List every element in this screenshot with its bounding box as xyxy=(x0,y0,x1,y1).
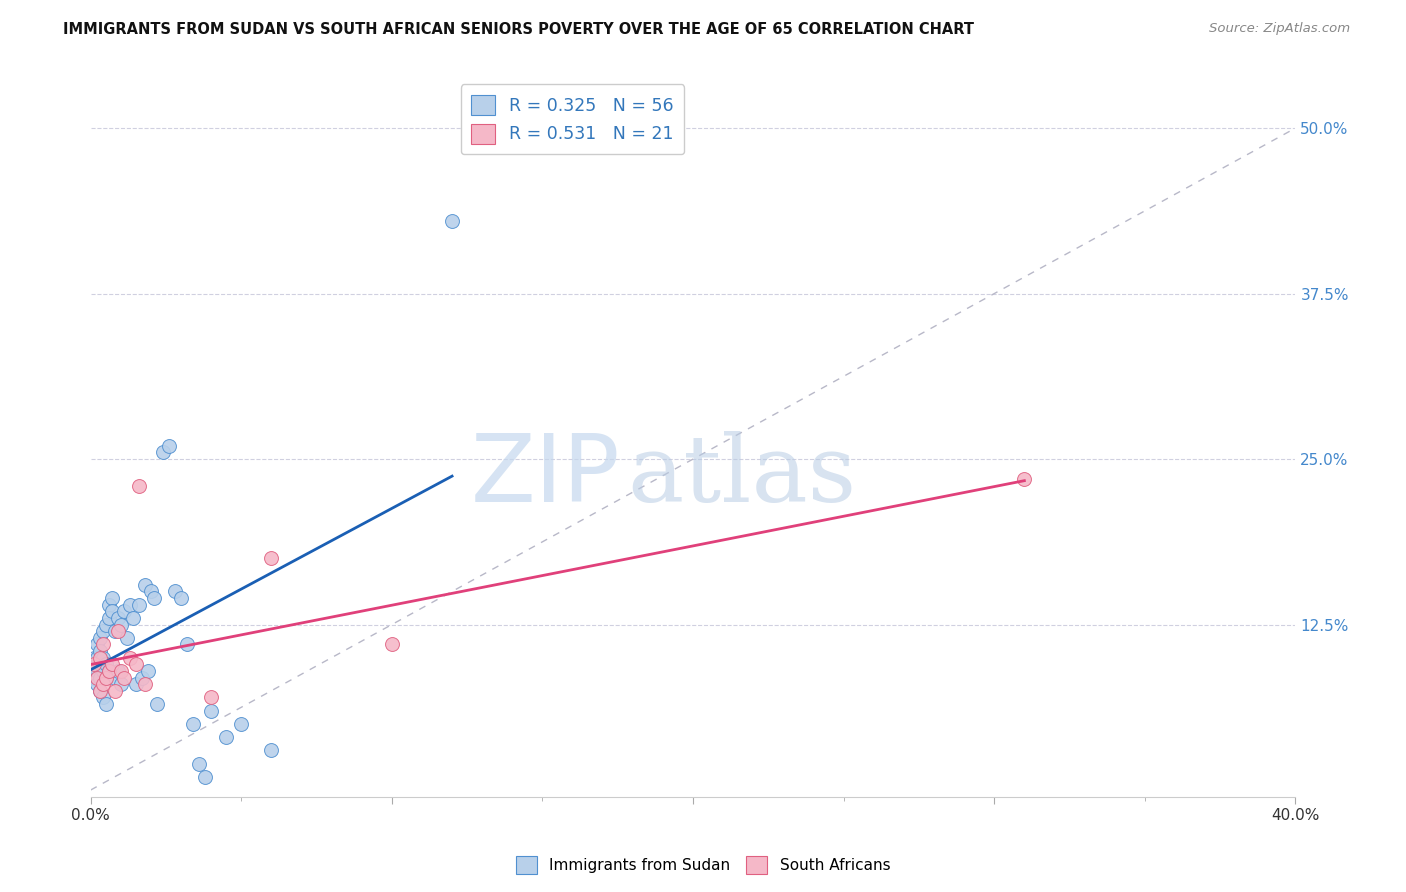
Point xyxy=(112,604,135,618)
Point xyxy=(188,756,211,771)
Point xyxy=(89,631,111,645)
Point xyxy=(200,704,222,718)
Text: Source: ZipAtlas.com: Source: ZipAtlas.com xyxy=(1209,22,1350,36)
Point xyxy=(89,683,111,698)
Point xyxy=(134,578,156,592)
Point xyxy=(107,611,129,625)
Point xyxy=(91,650,114,665)
Point xyxy=(112,671,135,685)
Point xyxy=(136,664,159,678)
Point xyxy=(152,445,174,459)
Point xyxy=(91,677,114,691)
Point xyxy=(107,624,129,639)
Point xyxy=(128,598,150,612)
Point xyxy=(125,657,148,672)
Point xyxy=(118,598,141,612)
Point xyxy=(110,617,132,632)
Point xyxy=(97,598,120,612)
Point xyxy=(86,650,108,665)
Point xyxy=(86,671,108,685)
Point xyxy=(200,690,222,705)
Point xyxy=(91,624,114,639)
Point xyxy=(231,717,253,731)
Point xyxy=(441,214,464,228)
Point xyxy=(89,650,111,665)
Point xyxy=(128,478,150,492)
Point xyxy=(157,439,180,453)
Point xyxy=(215,730,238,744)
Point xyxy=(125,677,148,691)
Point xyxy=(139,584,162,599)
Point xyxy=(89,683,111,698)
Point xyxy=(97,664,120,678)
Text: ZIP: ZIP xyxy=(471,430,620,523)
Point xyxy=(100,657,122,672)
Point xyxy=(91,664,114,678)
Point xyxy=(260,551,283,566)
Text: atlas: atlas xyxy=(627,432,856,521)
Point xyxy=(118,650,141,665)
Point xyxy=(163,584,186,599)
Point xyxy=(94,671,117,685)
Point xyxy=(381,637,404,651)
Point xyxy=(176,637,198,651)
Point xyxy=(100,604,122,618)
Point xyxy=(134,677,156,691)
Text: IMMIGRANTS FROM SUDAN VS SOUTH AFRICAN SENIORS POVERTY OVER THE AGE OF 65 CORREL: IMMIGRANTS FROM SUDAN VS SOUTH AFRICAN S… xyxy=(63,22,974,37)
Point xyxy=(121,611,143,625)
Point xyxy=(89,644,111,658)
Point xyxy=(89,657,111,672)
Point xyxy=(107,664,129,678)
Point xyxy=(89,671,111,685)
Point xyxy=(131,671,153,685)
Legend: Immigrants from Sudan, South Africans: Immigrants from Sudan, South Africans xyxy=(510,850,896,880)
Point xyxy=(83,671,105,685)
Point xyxy=(94,657,117,672)
Point xyxy=(115,631,138,645)
Point xyxy=(146,697,169,711)
Point xyxy=(91,637,114,651)
Point xyxy=(97,664,120,678)
Point xyxy=(142,591,165,606)
Point xyxy=(104,624,127,639)
Point xyxy=(83,657,105,672)
Point xyxy=(170,591,193,606)
Point xyxy=(86,637,108,651)
Point xyxy=(104,683,127,698)
Point xyxy=(194,770,217,784)
Point xyxy=(94,617,117,632)
Point xyxy=(91,690,114,705)
Legend: R = 0.325   N = 56, R = 0.531   N = 21: R = 0.325 N = 56, R = 0.531 N = 21 xyxy=(461,85,685,154)
Point xyxy=(97,611,120,625)
Point xyxy=(260,743,283,757)
Point xyxy=(110,664,132,678)
Point xyxy=(110,677,132,691)
Point xyxy=(83,657,105,672)
Point xyxy=(100,591,122,606)
Point xyxy=(86,677,108,691)
Point xyxy=(83,650,105,665)
Point xyxy=(94,697,117,711)
Point xyxy=(94,671,117,685)
Point xyxy=(1014,472,1036,486)
Point xyxy=(181,717,204,731)
Point xyxy=(86,664,108,678)
Point xyxy=(104,671,127,685)
